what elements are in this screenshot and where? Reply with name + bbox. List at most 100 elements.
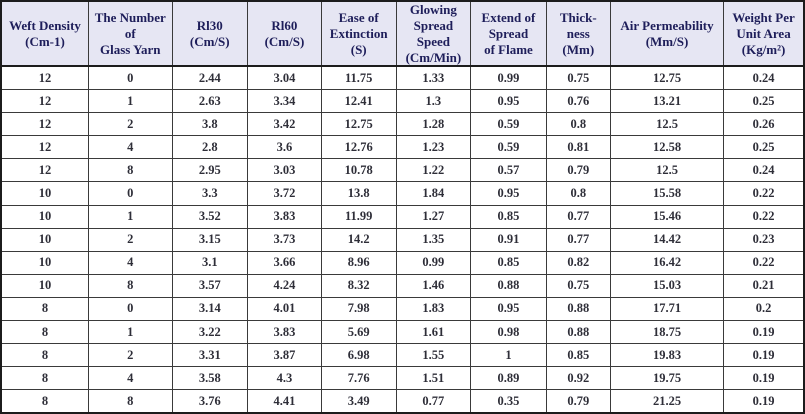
table-cell: 3.31 [171, 343, 248, 368]
table-cell: 10 [0, 273, 90, 298]
table-cell: 0.23 [723, 227, 805, 252]
table-cell: 2.44 [171, 65, 248, 91]
table-cell: 4.24 [246, 273, 322, 298]
column-header: Glowing Spread Speed (Cm/Min) [395, 0, 472, 68]
table-cell: 3.15 [171, 227, 248, 252]
table-cell: 7.98 [320, 296, 397, 321]
table-cell: 3.58 [171, 366, 248, 391]
column-header: Rl60 (Cm/S) [246, 0, 322, 68]
table-cell: 0 [88, 181, 173, 206]
table-cell: 14.2 [320, 227, 397, 252]
table-cell: 3.83 [246, 204, 322, 229]
table-cell: 0.85 [470, 250, 547, 275]
table-cell: 0.85 [470, 204, 547, 229]
table-cell: 0.99 [470, 65, 547, 91]
table-cell: 8 [0, 319, 90, 345]
table-cell: 3.73 [246, 227, 322, 252]
table-cell: 1 [88, 319, 173, 345]
table-cell: 0.81 [545, 135, 611, 160]
table-cell: 15.46 [609, 204, 725, 229]
column-header: Ease of Extinction (S) [320, 0, 397, 68]
table-cell: 10 [0, 227, 90, 252]
table-cell: 0.24 [723, 158, 805, 183]
table-cell: 1.84 [395, 181, 472, 206]
table-cell: 0.35 [470, 389, 547, 414]
table-cell: 3.1 [171, 250, 248, 275]
table-cell: 0.59 [470, 112, 547, 137]
table-cell: 0.85 [545, 343, 611, 368]
table-cell: 3.49 [320, 389, 397, 414]
table-cell: 0.92 [545, 366, 611, 391]
table-cell: 1.23 [395, 135, 472, 160]
table-cell: 0.88 [470, 273, 547, 298]
table-cell: 0.19 [723, 389, 805, 414]
table-cell: 2 [88, 112, 173, 137]
table-cell: 19.75 [609, 366, 725, 391]
table-cell: 16.42 [609, 250, 725, 275]
table-cell: 4 [88, 135, 173, 160]
table-cell: 12.58 [609, 135, 725, 160]
table-cell: 10 [0, 250, 90, 275]
table-cell: 12.75 [609, 65, 725, 91]
table-cell: 3.66 [246, 250, 322, 275]
table-cell: 12 [0, 135, 90, 160]
table-cell: 1.46 [395, 273, 472, 298]
header-row: Weft Density (Cm-1) The Number of Glass Y… [0, 0, 805, 68]
table-cell: 1.3 [395, 89, 472, 114]
table-cell: 8 [88, 158, 173, 183]
table-cell: 12 [0, 112, 90, 137]
table-cell: 0.91 [470, 227, 547, 252]
table-cell: 0.25 [723, 89, 805, 114]
table-cell: 3.42 [246, 112, 322, 137]
table-cell: 0.22 [723, 181, 805, 206]
table-cell: 3.8 [171, 112, 248, 137]
table-cell: 0.76 [545, 89, 611, 114]
table-cell: 8.32 [320, 273, 397, 298]
table-cell: 1.22 [395, 158, 472, 183]
table-row: 10 1 3.52 3.83 11.99 1.27 0.85 0.77 15.46 0.22 [0, 204, 805, 229]
table-cell: 12.5 [609, 112, 725, 137]
table-cell: 0.26 [723, 112, 805, 137]
table-cell: 3.87 [246, 343, 322, 368]
table-cell: 2.95 [171, 158, 248, 183]
table-cell: 1.51 [395, 366, 472, 391]
table-cell: 1 [88, 89, 173, 114]
table-cell: 0.95 [470, 296, 547, 321]
table-cell: 3.03 [246, 158, 322, 183]
column-header: Rl30 (Cm/S) [171, 0, 248, 68]
table-row: 8 4 3.58 4.3 7.76 1.51 0.89 0.92 19.75 0.19 [0, 366, 805, 391]
table-cell: 17.71 [609, 296, 725, 321]
table-cell: 0.8 [545, 112, 611, 137]
table-cell: 0.8 [545, 181, 611, 206]
table-cell: 10 [0, 181, 90, 206]
table-row: 8 0 3.14 4.01 7.98 1.83 0.95 0.88 17.71 0.2 [0, 296, 805, 321]
table-header: Weft Density (Cm-1) The Number of Glass Y… [0, 0, 805, 68]
table-row: 12 0 2.44 3.04 11.75 1.33 0.99 0.75 12.75 0.24 [0, 65, 805, 91]
table-cell: 3.34 [246, 89, 322, 114]
table-cell: 12.76 [320, 135, 397, 160]
table-cell: 1.61 [395, 319, 472, 345]
table-cell: 8 [0, 343, 90, 368]
table-cell: 3.76 [171, 389, 248, 414]
column-header: Air Permeability (Mm/S) [609, 0, 725, 68]
table-cell: 0.22 [723, 204, 805, 229]
table-row: 12 4 2.8 3.6 12.76 1.23 0.59 0.81 12.58 0.25 [0, 135, 805, 160]
table-cell: 1.28 [395, 112, 472, 137]
table-cell: 12 [0, 65, 90, 91]
table-cell: 1.27 [395, 204, 472, 229]
table-cell: 8 [88, 389, 173, 414]
table-cell: 0.19 [723, 366, 805, 391]
table-cell: 4.41 [246, 389, 322, 414]
table-cell: 0 [88, 296, 173, 321]
table-cell: 12.5 [609, 158, 725, 183]
table-cell: 0.19 [723, 319, 805, 345]
table-cell: 0.2 [723, 296, 805, 321]
table-cell: 3.72 [246, 181, 322, 206]
table-cell: 3.52 [171, 204, 248, 229]
table-cell: 0.24 [723, 65, 805, 91]
column-header: Weft Density (Cm-1) [0, 0, 90, 68]
table-cell: 14.42 [609, 227, 725, 252]
table-row: 12 1 2.63 3.34 12.41 1.3 0.95 0.76 13.21 0.25 [0, 89, 805, 114]
